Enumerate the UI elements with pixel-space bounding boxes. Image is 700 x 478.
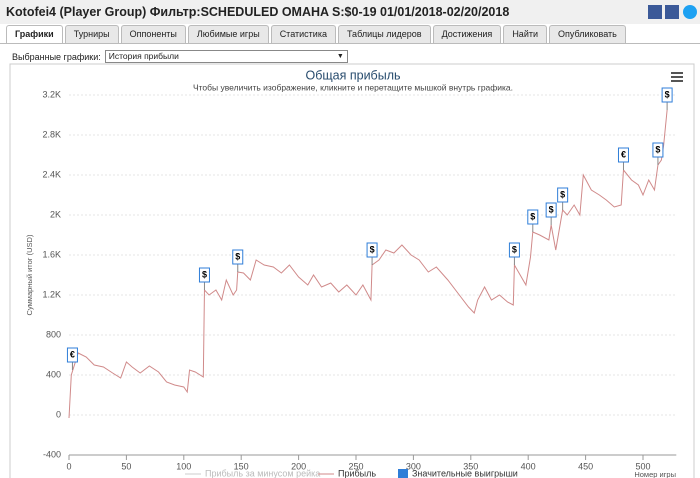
- flag-label: $: [235, 251, 240, 261]
- flag: $: [545, 202, 557, 225]
- flag: $: [661, 87, 673, 110]
- flag-box: [557, 187, 569, 203]
- flag-label: $: [665, 89, 670, 99]
- tab[interactable]: Турниры: [64, 25, 119, 43]
- flag-label: $: [202, 269, 207, 279]
- y-tick-label: 400: [46, 369, 61, 379]
- tab[interactable]: Найти: [503, 25, 547, 43]
- tab[interactable]: Оппоненты: [120, 25, 186, 43]
- flag-label: $: [530, 211, 535, 221]
- flag-box: [617, 147, 629, 163]
- flag-box: [508, 242, 520, 258]
- flag: $: [652, 142, 664, 165]
- flag: $: [366, 242, 378, 265]
- flag-label: $: [370, 244, 375, 254]
- flag: €: [66, 347, 78, 370]
- chart-subtitle: Чтобы увеличить изображение, кликните и …: [193, 82, 513, 92]
- flag-label: $: [655, 144, 660, 154]
- y-tick-label: 2.8K: [42, 129, 61, 139]
- x-tick-label: 100: [176, 461, 191, 471]
- tab[interactable]: Достижения: [432, 25, 502, 43]
- flag-box: [66, 347, 78, 363]
- y-tick-label: 800: [46, 329, 61, 339]
- x-tick-label: 350: [463, 461, 478, 471]
- dropdown[interactable]: История прибыли: [104, 50, 348, 63]
- x-tick-label: 250: [348, 461, 363, 471]
- flag-box: [232, 249, 244, 265]
- flag-box: [652, 142, 664, 158]
- y-axis-label: Суммарный итог (USD): [25, 234, 34, 315]
- tab[interactable]: Статистика: [270, 25, 336, 43]
- share-icons[interactable]: [648, 2, 698, 22]
- flag-label: €: [621, 149, 626, 159]
- x-tick-label: 400: [521, 461, 536, 471]
- flag-box: [366, 242, 378, 258]
- chart: Общая прибыль Чтобы увеличить изображени…: [9, 63, 695, 478]
- tab[interactable]: Таблицы лидеров: [337, 25, 431, 43]
- legend-label: Прибыль за минусом рейка: [205, 468, 320, 478]
- divider: [0, 43, 700, 44]
- flag: $: [232, 249, 244, 272]
- legend-label: Значительные выигрыши: [412, 468, 518, 478]
- flag-label: $: [549, 204, 554, 214]
- x-tick-label: 200: [291, 461, 306, 471]
- flag-box: [661, 87, 673, 103]
- y-tick-label: -400: [43, 449, 61, 459]
- y-tick-label: 0: [56, 409, 61, 419]
- tab[interactable]: Опубликовать: [549, 25, 626, 43]
- legend-label: Прибыль: [338, 468, 376, 478]
- x-tick-label: 150: [234, 461, 249, 471]
- tab[interactable]: Любимые игры: [187, 25, 269, 43]
- x-tick-label: 0: [66, 461, 71, 471]
- x-tick-label: 300: [406, 461, 421, 471]
- flag: $: [527, 209, 539, 232]
- chart-panel: [9, 63, 695, 478]
- x-tick-label: 500: [635, 461, 650, 471]
- menu-icon[interactable]: [671, 72, 683, 82]
- flag: $: [508, 242, 520, 265]
- header-title: Kotofei4 (Player Group) Фильтр:SCHEDULED…: [6, 5, 510, 19]
- header: Kotofei4 (Player Group) Фильтр:SCHEDULED…: [0, 0, 700, 24]
- flag-box: [198, 267, 210, 283]
- flag-box: [545, 202, 557, 218]
- selector-label: Выбранные графики:: [12, 51, 101, 62]
- x-tick-label: 450: [578, 461, 593, 471]
- y-tick-label: 3.2K: [42, 89, 61, 99]
- legend-symbol: [398, 469, 408, 478]
- flag-label: $: [512, 244, 517, 254]
- y-tick-label: 1.6K: [42, 249, 61, 259]
- flag: $: [557, 187, 569, 210]
- chart-title: Общая прибыль: [305, 68, 400, 82]
- y-tick-label: 2.4K: [42, 169, 61, 179]
- flag-box: [527, 209, 539, 225]
- flag: $: [198, 267, 210, 290]
- profit-line: [68, 109, 668, 419]
- x-tick-label: 50: [121, 461, 131, 471]
- flag-label: €: [70, 349, 75, 359]
- flag: €: [617, 147, 629, 170]
- x-axis-label: Номер игры: [634, 470, 676, 478]
- y-tick-label: 1.2K: [42, 289, 61, 299]
- tab[interactable]: Графики: [6, 25, 63, 43]
- selector: Выбранные графики: История прибыли: [12, 50, 348, 63]
- flag-label: $: [560, 189, 565, 199]
- y-tick-label: 2K: [50, 209, 61, 219]
- tabs: Графики Турниры Оппоненты Любимые игры Стати…: [6, 25, 626, 43]
